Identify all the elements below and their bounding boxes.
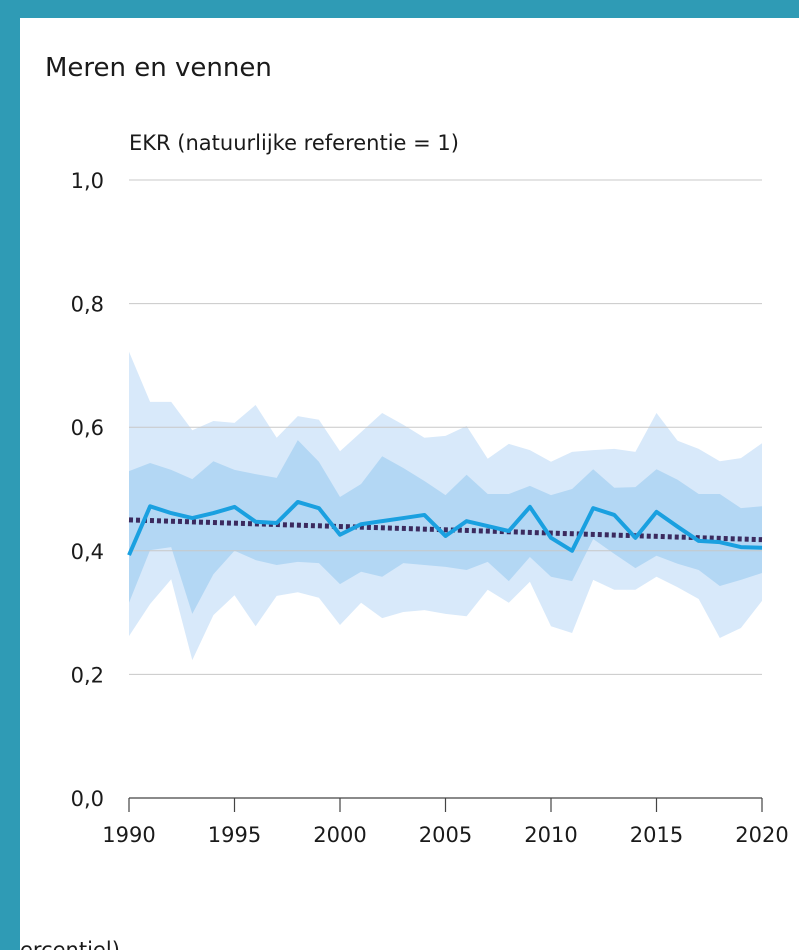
y-tick-label: 0,2 xyxy=(71,663,104,687)
x-tick-label: 1990 xyxy=(102,823,155,847)
y-axis-label: EKR (natuurlijke referentie = 1) xyxy=(129,131,459,155)
band xyxy=(129,440,762,614)
footer-fragment: ercentiel) xyxy=(20,938,120,950)
y-tick-label: 0,8 xyxy=(71,293,104,317)
x-tick-label: 2015 xyxy=(630,823,683,847)
y-tick-label: 1,0 xyxy=(71,169,104,193)
x-tick-label: 2000 xyxy=(313,823,366,847)
x-tick-label: 2005 xyxy=(419,823,472,847)
y-tick-label: 0,6 xyxy=(71,416,104,440)
chart-title: Meren en vennen xyxy=(45,53,272,83)
x-tick-label: 2020 xyxy=(735,823,788,847)
trend-line xyxy=(128,517,763,543)
x-tick-label: 2010 xyxy=(524,823,577,847)
y-tick-label: 0,0 xyxy=(71,787,104,811)
y-tick-label: 0,4 xyxy=(71,540,104,564)
data-line xyxy=(127,499,763,556)
x-tick-label: 1995 xyxy=(208,823,261,847)
